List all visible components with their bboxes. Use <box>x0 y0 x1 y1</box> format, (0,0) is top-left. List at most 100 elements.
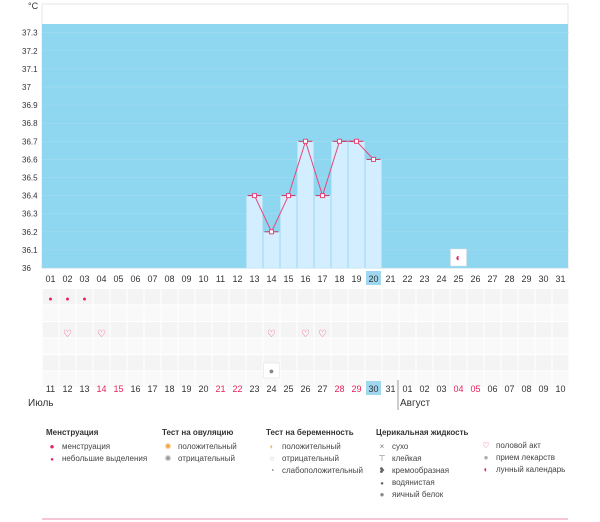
symptom-cell <box>535 289 552 305</box>
symptom-cell <box>127 289 144 305</box>
symptom-cell <box>246 305 263 321</box>
symptom-cell <box>314 338 331 354</box>
y-tick-label: 37.2 <box>22 47 38 56</box>
symptom-cell <box>365 338 382 354</box>
date-label: 28 <box>334 384 344 394</box>
symptom-cell <box>552 305 569 321</box>
symptom-cell <box>365 305 382 321</box>
y-tick-label: 37 <box>22 83 31 92</box>
temperature-bars <box>246 141 382 269</box>
cycle-day-label: 26 <box>470 274 480 284</box>
legend-item: ◐ положительный <box>266 441 363 453</box>
date-label: 16 <box>130 384 140 394</box>
symptom-cell <box>297 322 314 338</box>
date-label: 24 <box>266 384 276 394</box>
date-label: 08 <box>521 384 531 394</box>
symptom-cell <box>450 305 467 321</box>
heart-icon: ♡ <box>482 441 490 450</box>
symptom-cell <box>382 289 399 305</box>
legend-item: ⊤ клейкая <box>376 453 468 465</box>
cycle-day-label: 13 <box>249 274 259 284</box>
symptom-cell <box>331 289 348 305</box>
symptom-cell <box>518 371 535 387</box>
cycle-day-label: 20 <box>368 274 378 284</box>
cycle-day-label: 06 <box>130 274 140 284</box>
drop-icon: ● <box>65 296 69 303</box>
date-label: 22 <box>232 384 242 394</box>
symptom-cell <box>552 322 569 338</box>
symptom-cell <box>331 338 348 354</box>
y-axis-ticks: 37.3 37.2 37.1 37 36.9 36.8 36.7 36.6 36.5 36.4 36… <box>22 29 38 273</box>
symptom-cell <box>59 322 76 338</box>
symptom-cell <box>348 305 365 321</box>
symptom-cell <box>433 322 450 338</box>
symptom-cell <box>229 289 246 305</box>
temperature-point <box>337 138 342 144</box>
symptom-cell <box>59 289 76 305</box>
cycle-day-label: 17 <box>317 274 327 284</box>
highlight-date-box <box>366 381 381 395</box>
date-label: 31 <box>385 384 395 394</box>
unit-label: °C <box>28 1 39 11</box>
symptom-cell <box>467 305 484 321</box>
cycle-day-label: 03 <box>79 274 89 284</box>
symptom-cell <box>297 371 314 387</box>
symptom-cell <box>365 322 382 338</box>
symptom-cell <box>518 305 535 321</box>
date-label: 18 <box>164 384 174 394</box>
date-label: 09 <box>538 384 548 394</box>
symptom-cell <box>518 322 535 338</box>
legend-item: ● водянистая <box>376 477 468 489</box>
temperature-point <box>303 138 308 144</box>
symptom-cell <box>42 305 59 321</box>
pregnancy-positive-icon: ◐ <box>269 442 275 451</box>
drop-icon: ● <box>82 296 86 303</box>
legend-item: ● яичный белок <box>376 489 468 501</box>
legend-item: × сухо <box>376 441 468 453</box>
symptom-cell <box>195 305 212 321</box>
cycle-day-label: 30 <box>538 274 548 284</box>
drop-icon: ● <box>49 442 55 451</box>
y-tick-label: 36.6 <box>22 155 38 164</box>
symptom-rows: ● ● ● ♡ ♡ ♡ ♡ ♡ ● <box>42 289 569 387</box>
symptom-cell <box>195 322 212 338</box>
highlight-day-box <box>366 271 381 285</box>
date-label: 19 <box>181 384 191 394</box>
cycle-day-label: 29 <box>521 274 531 284</box>
symptom-cell <box>93 322 110 338</box>
cycle-day-label: 27 <box>487 274 497 284</box>
symptom-cell <box>161 289 178 305</box>
legend-menstruation: Менструация ● менструация ● небольшие выде… <box>46 428 147 465</box>
symptom-cell <box>110 305 127 321</box>
symptom-cell <box>144 289 161 305</box>
symptom-cell <box>348 322 365 338</box>
symptom-cell <box>416 371 433 387</box>
symptom-cell <box>399 322 416 338</box>
sun-negative-icon: ✺ <box>164 454 172 463</box>
symptom-cell <box>552 371 569 387</box>
symptom-cell <box>331 355 348 371</box>
egg-white-icon: ● <box>379 490 385 499</box>
symptom-cell <box>144 371 161 387</box>
symptom-cell <box>178 305 195 321</box>
symptom-cell <box>195 338 212 354</box>
y-tick-label: 36.5 <box>22 174 38 183</box>
moon-icon: ◐ <box>455 253 461 264</box>
cycle-day-label: 23 <box>419 274 429 284</box>
heart-icon: ♡ <box>301 329 310 340</box>
heart-icon: ♡ <box>318 329 327 340</box>
legend-item: ◐ лунный календарь <box>480 464 566 476</box>
symptom-cell <box>212 338 229 354</box>
symptom-cell <box>450 355 467 371</box>
symptom-cell <box>127 322 144 338</box>
symptom-cell <box>76 371 93 387</box>
symptom-cell <box>348 289 365 305</box>
symptom-cell <box>416 338 433 354</box>
symptom-cell <box>76 305 93 321</box>
symptom-cell <box>59 371 76 387</box>
symptom-cell <box>535 355 552 371</box>
symptom-cell <box>297 289 314 305</box>
symptom-cell <box>263 289 280 305</box>
legend-ovulation-title: Тест на овуляцию <box>162 428 234 437</box>
symptom-cell <box>433 338 450 354</box>
